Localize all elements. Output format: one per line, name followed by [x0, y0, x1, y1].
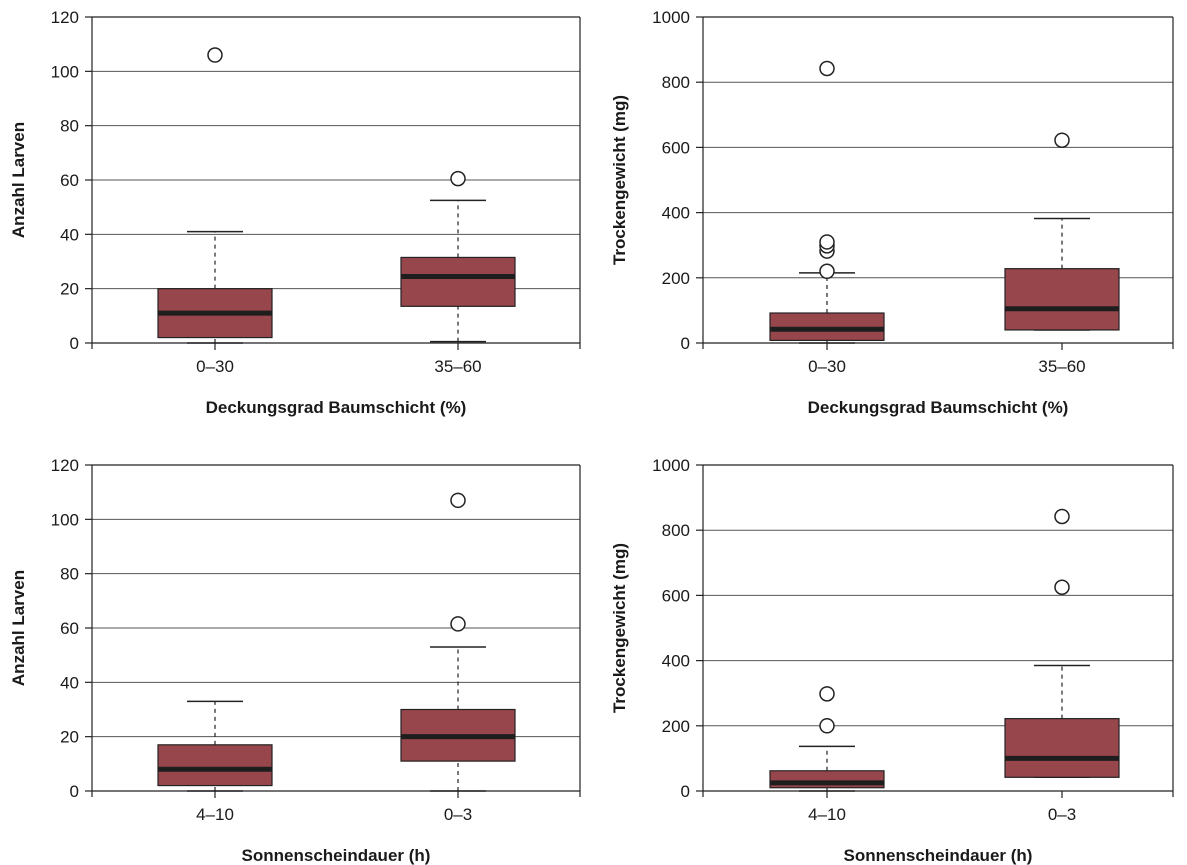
outlier-point — [450, 616, 466, 632]
y-tick-label: 800 — [662, 521, 690, 540]
y-tick-label: 60 — [60, 171, 79, 190]
y-tick-label: 0 — [681, 334, 690, 353]
y-tick-label: 200 — [662, 717, 690, 736]
box-1: 4–10 — [157, 700, 273, 824]
y-tick-label: 100 — [51, 510, 79, 529]
box-1: 0–30 — [157, 47, 273, 376]
outlier-point — [819, 234, 835, 250]
outlier-point — [207, 47, 223, 63]
outlier-point — [1054, 132, 1070, 148]
y-tick-label: 0 — [70, 782, 79, 801]
x-axis-title: Deckungsgrad Baumschicht (%) — [206, 398, 467, 417]
x-tick-label: 35–60 — [1038, 357, 1085, 376]
y-tick-label: 20 — [60, 728, 79, 747]
box-2: 0–3 — [1004, 508, 1120, 824]
interquartile-box — [157, 744, 273, 787]
y-tick-label: 400 — [662, 204, 690, 223]
box-2: 35–60 — [1004, 132, 1120, 376]
y-tick-label: 400 — [662, 652, 690, 671]
outlier-point — [819, 686, 835, 702]
x-tick-label: 0–30 — [808, 357, 846, 376]
y-tick-label: 0 — [70, 334, 79, 353]
outlier-point — [819, 718, 835, 734]
outlier-point — [1054, 508, 1070, 525]
outlier-point — [450, 170, 466, 187]
y-tick-label: 20 — [60, 280, 79, 299]
chart-panel-2: 0 200 400 600 800 1000 0–30 35–60 Deckungsgrad B… — [610, 8, 1174, 417]
y-tick-label: 800 — [662, 73, 690, 92]
x-tick-label: 4–10 — [196, 805, 234, 824]
outlier-point — [819, 60, 835, 77]
outlier-point — [819, 263, 835, 280]
chart-panel-3: 0 20 40 60 80 100 120 4–10 0–3 Sonnenscheindauer … — [9, 456, 581, 865]
box-2: 0–3 — [400, 492, 516, 824]
x-axis-title: Sonnenscheindauer (h) — [242, 846, 431, 865]
x-tick-label: 4–10 — [808, 805, 846, 824]
y-tick-label: 80 — [60, 117, 79, 136]
interquartile-box — [1004, 268, 1120, 331]
chart-panel-1: 0 20 40 60 80 100 120 0–30 35–60 Deckungsgrad Bau… — [9, 8, 581, 417]
y-tick-label: 0 — [681, 782, 690, 801]
y-tick-label: 1000 — [652, 456, 690, 475]
interquartile-box — [769, 312, 885, 341]
y-tick-label: 120 — [51, 456, 79, 475]
outlier-point — [1054, 579, 1070, 595]
y-axis-title: Trockengewicht (mg) — [610, 95, 629, 265]
y-tick-label: 1000 — [652, 8, 690, 27]
y-tick-label: 100 — [51, 62, 79, 81]
box-2: 35–60 — [400, 170, 516, 376]
y-axis-title: Anzahl Larven — [9, 122, 28, 238]
y-axis-title: Trockengewicht (mg) — [610, 543, 629, 713]
outlier-point — [450, 492, 466, 509]
x-tick-label: 0–30 — [196, 357, 234, 376]
interquartile-box — [400, 256, 516, 307]
y-tick-label: 40 — [60, 673, 79, 692]
x-tick-label: 35–60 — [434, 357, 481, 376]
box-1: 4–10 — [769, 686, 885, 824]
x-axis-title: Sonnenscheindauer (h) — [844, 846, 1033, 865]
y-tick-label: 600 — [662, 138, 690, 157]
y-tick-label: 600 — [662, 586, 690, 605]
x-tick-label: 0–3 — [444, 805, 472, 824]
y-axis-title: Anzahl Larven — [9, 570, 28, 686]
interquartile-box — [1004, 718, 1120, 778]
box-1: 0–30 — [769, 60, 885, 376]
x-axis-title: Deckungsgrad Baumschicht (%) — [808, 398, 1069, 417]
y-tick-label: 200 — [662, 269, 690, 288]
y-tick-label: 60 — [60, 619, 79, 638]
y-tick-label: 120 — [51, 8, 79, 27]
y-tick-label: 40 — [60, 225, 79, 244]
y-tick-label: 80 — [60, 565, 79, 584]
x-tick-label: 0–3 — [1048, 805, 1076, 824]
chart-panel-4: 0 200 400 600 800 1000 4–10 0–3 Sonnenscheindaue… — [610, 456, 1174, 865]
